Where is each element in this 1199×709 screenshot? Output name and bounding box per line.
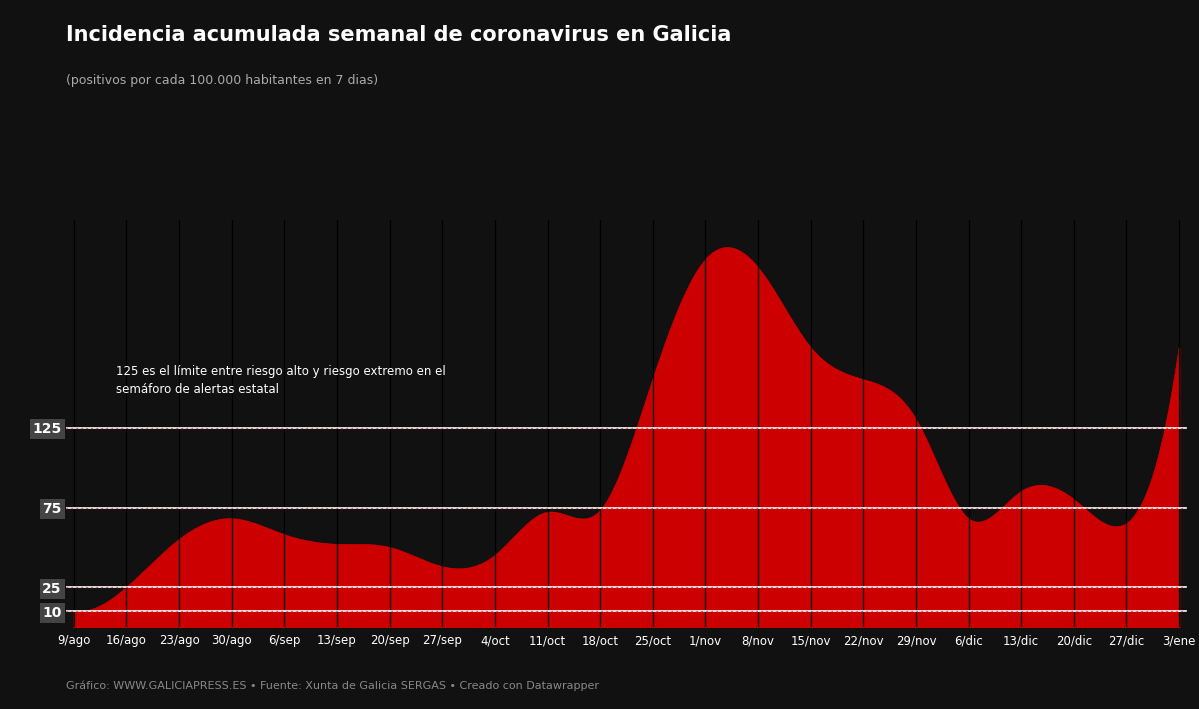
Text: Incidencia acumulada semanal de coronavirus en Galicia: Incidencia acumulada semanal de coronavi… <box>66 25 731 45</box>
Text: 125 es el límite entre riesgo alto y riesgo extremo en el
semáforo de alertas es: 125 es el límite entre riesgo alto y rie… <box>116 364 446 396</box>
Text: (positivos por cada 100.000 habitantes en 7 dias): (positivos por cada 100.000 habitantes e… <box>66 74 378 87</box>
Text: Gráfico: WWW.GALICIAPRESS.ES • Fuente: Xunta de Galicia SERGAS • Creado con Data: Gráfico: WWW.GALICIAPRESS.ES • Fuente: X… <box>66 681 600 691</box>
